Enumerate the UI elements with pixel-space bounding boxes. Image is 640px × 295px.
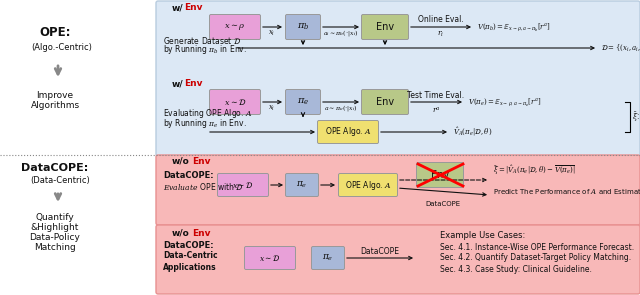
FancyBboxPatch shape [285,173,319,196]
FancyBboxPatch shape [209,89,260,114]
Text: Sec. 4.1. Instance-Wise OPE Performance Forecast.: Sec. 4.1. Instance-Wise OPE Performance … [440,242,634,252]
Text: $x \sim \mathcal{D}$: $x \sim \mathcal{D}$ [224,97,246,107]
FancyBboxPatch shape [209,14,260,40]
Text: (Data-Centric): (Data-Centric) [30,176,90,184]
Text: Evaluating OPE Algo. $A$: Evaluating OPE Algo. $A$ [163,106,253,119]
Text: DataCOPE:: DataCOPE: [163,240,214,250]
FancyBboxPatch shape [317,120,378,143]
FancyBboxPatch shape [156,225,640,294]
Text: $\bar{\xi} = |\hat{V}_A(\pi_e|\mathcal{D}, \theta) - \overline{V(\pi_e)}|$: $\bar{\xi} = |\hat{V}_A(\pi_e|\mathcal{D… [493,163,575,177]
Text: OPE Algo. $A$: OPE Algo. $A$ [324,125,371,138]
Text: (Algo.-Centric): (Algo.-Centric) [31,42,92,52]
Text: $a \sim \pi_e(\cdot|x_i)$: $a \sim \pi_e(\cdot|x_i)$ [324,103,358,113]
Text: $\hat{V}_A(\pi_e|\mathcal{D}, \theta)$: $\hat{V}_A(\pi_e|\mathcal{D}, \theta)$ [453,126,492,138]
Text: by Running $\pi_e$ in Env.: by Running $\pi_e$ in Env. [163,117,246,130]
FancyBboxPatch shape [285,14,321,40]
FancyBboxPatch shape [339,173,397,196]
Text: $\mathcal{D} = \{(x_i, a_i, r_i)\}_{i=1,...,N}$: $\mathcal{D} = \{(x_i, a_i, r_i)\}_{i=1,… [601,42,640,54]
Text: $\mathit{Evaluate}$ OPE with $\mathcal{D}$: $\mathit{Evaluate}$ OPE with $\mathcal{D… [163,181,244,193]
Text: Env: Env [184,4,202,12]
Text: $x \sim \mathcal{D}$: $x \sim \mathcal{D}$ [232,180,254,190]
Text: $r_i$: $r_i$ [438,30,445,39]
Text: $\pi_b$: $\pi_b$ [297,22,309,32]
Text: Improve: Improve [36,91,74,99]
FancyBboxPatch shape [362,89,408,114]
Text: $x \sim \rho$: $x \sim \rho$ [224,22,246,32]
FancyBboxPatch shape [362,14,408,40]
Text: Env: Env [376,22,394,32]
Text: DataCOPE:: DataCOPE: [163,171,214,181]
Text: $a_i \sim \pi_b(\cdot|x_i)$: $a_i \sim \pi_b(\cdot|x_i)$ [323,28,359,38]
Text: Applications: Applications [163,263,216,271]
Text: $\bar{\xi}$: Eqn.(3): $\bar{\xi}$: Eqn.(3) [632,110,640,124]
Text: $r^a$: $r^a$ [431,105,440,115]
Text: w/: w/ [172,79,184,88]
Text: Data-Policy: Data-Policy [29,234,81,242]
Text: &Highlight: &Highlight [31,224,79,232]
Text: DataCOPE:: DataCOPE: [21,163,88,173]
Text: Env: Env [376,97,394,107]
Text: $x \sim \mathcal{D}$: $x \sim \mathcal{D}$ [259,253,281,263]
Text: Matching: Matching [34,243,76,253]
Text: Env: Env [192,229,211,237]
Text: $\pi_e$: $\pi_e$ [296,180,308,190]
Text: w/: w/ [172,4,184,12]
Text: Online Eval.: Online Eval. [418,16,464,24]
Text: DataCOPE: DataCOPE [426,201,461,207]
FancyBboxPatch shape [285,89,321,114]
FancyBboxPatch shape [244,247,296,270]
Text: OPE:: OPE: [39,27,71,40]
Text: Sec. 4.3. Case Study: Clinical Guideline.: Sec. 4.3. Case Study: Clinical Guideline… [440,265,592,273]
Text: Example Use Cases:: Example Use Cases: [440,230,525,240]
Text: Env: Env [431,170,449,180]
FancyBboxPatch shape [218,173,269,196]
Text: Algorithms: Algorithms [31,101,79,109]
Text: Env: Env [192,157,211,165]
Text: Env: Env [184,79,202,88]
Text: OPE Algo. $A$: OPE Algo. $A$ [345,178,391,191]
Text: Sec. 4.2. Quantify Dataset-Target Policy Matching.: Sec. 4.2. Quantify Dataset-Target Policy… [440,253,631,263]
Text: $V(\pi_e) = \mathbb{E}_{x\sim\rho, a\sim\pi_e}[r^a]$: $V(\pi_e) = \mathbb{E}_{x\sim\rho, a\sim… [468,96,541,108]
Text: $x_i$: $x_i$ [268,28,276,37]
FancyBboxPatch shape [312,247,344,270]
Text: Quantify: Quantify [36,214,74,222]
Text: $\pi_e$: $\pi_e$ [297,97,309,107]
Text: Test Time Eval.: Test Time Eval. [408,91,465,99]
Text: $\pi_e$: $\pi_e$ [323,253,333,263]
FancyBboxPatch shape [156,155,640,225]
Text: $V(\pi_b) = \mathbb{E}_{x\sim\rho, a\sim\pi_b}[r^a]$: $V(\pi_b) = \mathbb{E}_{x\sim\rho, a\sim… [477,21,551,33]
FancyBboxPatch shape [417,163,463,188]
Text: by Running $\pi_b$ in Env.: by Running $\pi_b$ in Env. [163,43,247,57]
Text: DataCOPE: DataCOPE [360,247,399,255]
Text: w/o: w/o [172,157,189,165]
Text: w/o: w/o [172,229,189,237]
Text: Generate Dataset $\mathcal{D}$: Generate Dataset $\mathcal{D}$ [163,35,241,45]
Text: Predict The Performance of $A$ and Estimate $\bar{\xi}$: Predict The Performance of $A$ and Estim… [493,185,640,199]
FancyBboxPatch shape [156,1,640,156]
Text: $x_i$: $x_i$ [268,104,276,113]
Text: Data-Centric: Data-Centric [163,252,218,260]
